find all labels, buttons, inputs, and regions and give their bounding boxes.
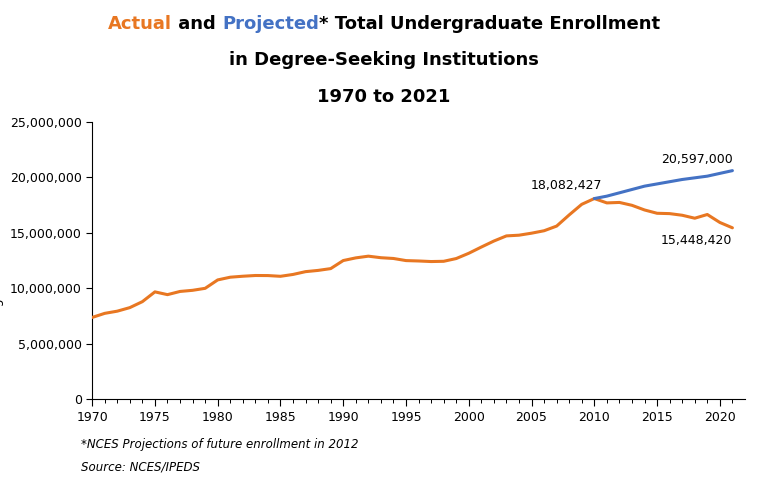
Y-axis label: Undergraduate Enrollment: Undergraduate Enrollment (0, 177, 5, 344)
Text: 20,597,000: 20,597,000 (660, 153, 733, 166)
Text: and: and (172, 15, 222, 33)
Text: Actual: Actual (108, 15, 172, 33)
Text: *NCES Projections of future enrollment in 2012: *NCES Projections of future enrollment i… (81, 438, 358, 451)
Text: 15,448,420: 15,448,420 (661, 234, 733, 247)
Text: in Degree-Seeking Institutions: in Degree-Seeking Institutions (229, 51, 539, 69)
Text: 1970 to 2021: 1970 to 2021 (317, 88, 451, 106)
Text: 18,082,427: 18,082,427 (531, 179, 602, 192)
Text: Source: NCES/IPEDS: Source: NCES/IPEDS (81, 460, 200, 473)
Text: Projected: Projected (222, 15, 319, 33)
Text: * Total Undergraduate Enrollment: * Total Undergraduate Enrollment (319, 15, 660, 33)
